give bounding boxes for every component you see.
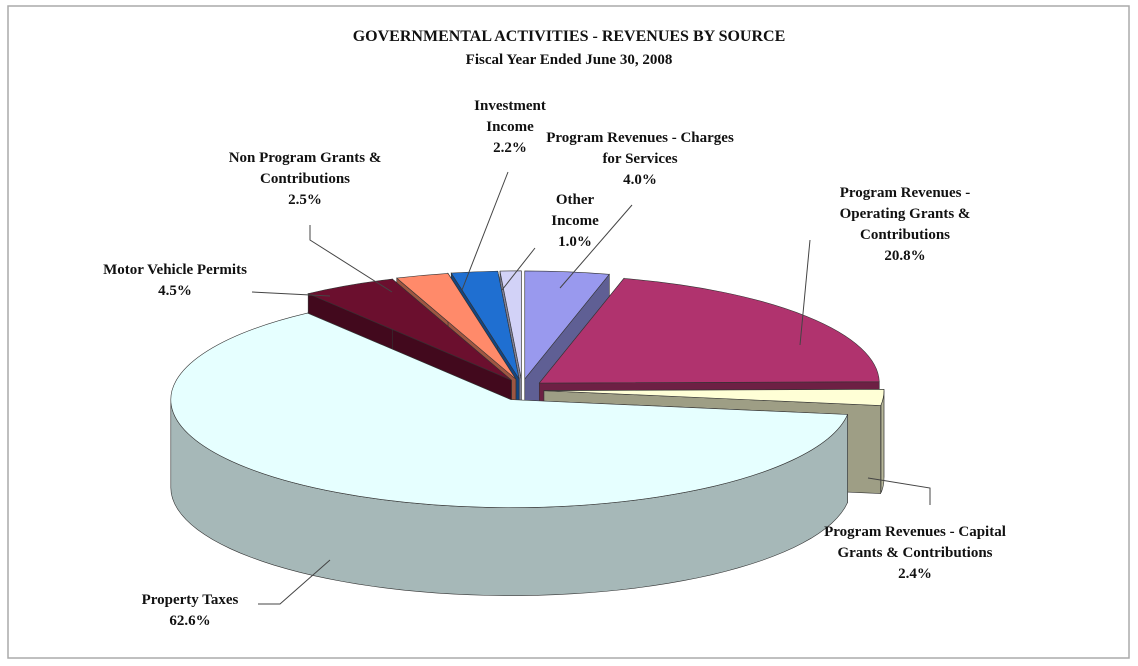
category-label: Motor Vehicle Permits [103, 262, 247, 278]
slice-label: Program Revenues - Operating Grants & Co… [805, 183, 1005, 267]
slice [543, 389, 885, 406]
leader-line [867, 477, 931, 505]
leader-line [799, 239, 811, 346]
category-label: Property Taxes [141, 592, 239, 608]
leader-line [251, 291, 331, 297]
leader-line [309, 225, 393, 293]
value-label: 4.0% [623, 172, 657, 188]
slice [307, 278, 512, 381]
category-label: Program Revenues - Operating Grants & Co… [839, 185, 971, 243]
category-label: Non Program Grants & Contributions [228, 150, 382, 187]
slice-label: Non Program Grants & Contributions 2.5% [205, 148, 405, 211]
slice [499, 270, 522, 379]
value-label: 20.8% [884, 248, 926, 264]
slice-label: Motor Vehicle Permits 4.5% [55, 260, 295, 302]
slice-side [880, 390, 885, 493]
pie [170, 270, 885, 596]
slice [524, 270, 610, 380]
leader-line [501, 247, 536, 291]
frame [7, 5, 1130, 659]
leader-line [258, 559, 331, 605]
chart-title: GOVERNMENTAL ACTIVITIES - REVENUES BY SO… [352, 28, 786, 45]
slice-label: Property Taxes 62.6% [115, 590, 265, 632]
value-label: 2.5% [288, 192, 322, 208]
category-label: Program Revenues - Capital Grants & Cont… [824, 524, 1006, 561]
slice [396, 273, 517, 380]
value-label: 1.0% [558, 234, 592, 250]
slice-label: Program Revenues - Capital Grants & Cont… [815, 522, 1015, 585]
value-label: 4.5% [158, 283, 192, 299]
leader-lines [251, 171, 931, 605]
category-label: Other Income [551, 192, 599, 229]
slice-label: Investment Income 2.2% [462, 96, 558, 159]
slice-label: Other Income 1.0% [540, 190, 610, 253]
leader-line [461, 171, 509, 291]
slice [538, 278, 880, 384]
slice-label: Program Revenues - Charges for Services 4… [545, 128, 735, 191]
value-label: 62.6% [169, 613, 211, 629]
leader-line [559, 204, 633, 289]
slice [170, 312, 849, 508]
value-label: 2.2% [493, 140, 527, 156]
category-label: Program Revenues - Charges for Services [546, 130, 734, 167]
value-label: 2.4% [898, 566, 932, 582]
slice [450, 270, 520, 380]
category-label: Investment Income [474, 98, 546, 135]
chart-subtitle: Fiscal Year Ended June 30, 2008 [465, 52, 673, 68]
